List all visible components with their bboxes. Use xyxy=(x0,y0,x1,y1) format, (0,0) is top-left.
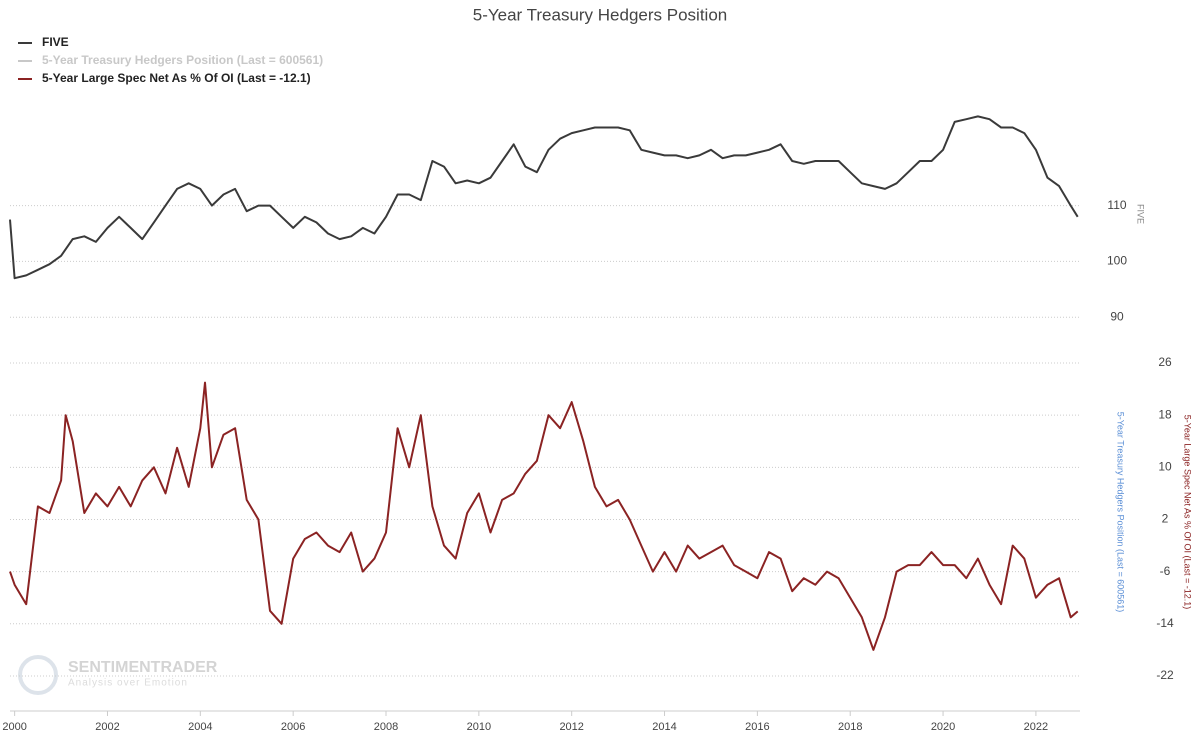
series-line xyxy=(9,115,1079,280)
y-tick-label: -22 xyxy=(1156,668,1174,682)
x-tick-label: 2004 xyxy=(188,721,212,733)
legend-label: FIVE xyxy=(42,35,69,49)
watermark: SENTIMENTRADER xyxy=(68,659,218,676)
y-tick-label: 110 xyxy=(1107,198,1126,212)
x-tick-label: 2012 xyxy=(559,721,583,733)
legend-label: 5-Year Large Spec Net As % Of OI (Last =… xyxy=(42,71,311,85)
x-tick-label: 2016 xyxy=(745,721,769,733)
x-tick-label: 2022 xyxy=(1024,721,1048,733)
x-tick-label: 2002 xyxy=(95,721,119,733)
x-tick-label: 2000 xyxy=(2,721,26,733)
y-tick-label: -6 xyxy=(1160,564,1171,578)
watermark-tagline: Analysis over Emotion xyxy=(68,678,188,689)
y-tick-label: 26 xyxy=(1158,355,1172,369)
y-tick-label: 2 xyxy=(1162,512,1169,526)
x-tick-label: 2006 xyxy=(281,721,305,733)
x-tick-label: 2008 xyxy=(374,721,398,733)
y-tick-label: -14 xyxy=(1156,616,1174,630)
y-tick-label: 90 xyxy=(1110,309,1124,323)
y-tick-label: 100 xyxy=(1107,254,1127,268)
x-tick-label: 2010 xyxy=(467,721,491,733)
x-tick-label: 2020 xyxy=(931,721,955,733)
watermark-icon xyxy=(18,655,58,695)
y-axis-title: FIVE xyxy=(1136,204,1146,224)
series-line xyxy=(9,381,1079,651)
y-tick-label: 18 xyxy=(1158,407,1172,421)
chart-title: 5-Year Treasury Hedgers Position xyxy=(473,5,728,24)
legend-label: 5-Year Treasury Hedgers Position (Last =… xyxy=(42,53,323,67)
y-tick-label: 10 xyxy=(1158,459,1172,473)
y-axis-title: 5-Year Large Spec Net As % Of OI (Last =… xyxy=(1183,415,1193,610)
y-axis-title: 5-Year Treasury Hedgers Position (Last =… xyxy=(1116,412,1126,613)
x-tick-label: 2014 xyxy=(652,721,676,733)
x-tick-label: 2018 xyxy=(838,721,862,733)
